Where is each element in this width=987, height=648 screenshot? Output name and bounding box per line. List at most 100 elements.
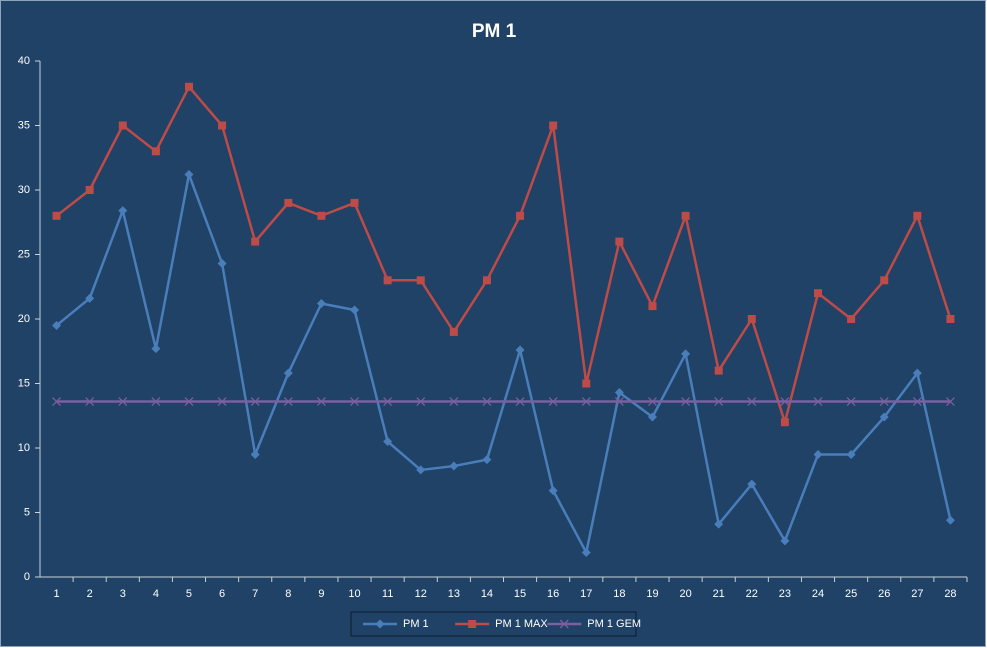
- marker: [350, 305, 360, 315]
- marker: [913, 211, 922, 220]
- chart-title: PM 1: [472, 21, 517, 42]
- x-tick-label: 24: [812, 588, 824, 600]
- marker: [780, 397, 790, 407]
- marker: [251, 237, 260, 246]
- x-tick-label: 7: [252, 588, 258, 600]
- marker: [945, 515, 955, 525]
- marker: [218, 121, 227, 130]
- marker: [581, 397, 591, 407]
- marker: [747, 315, 756, 323]
- marker: [52, 320, 62, 330]
- marker: [449, 461, 459, 471]
- legend-marker: [468, 620, 477, 628]
- marker: [482, 397, 492, 407]
- marker: [946, 315, 955, 323]
- x-tick-label: 13: [448, 588, 460, 600]
- x-tick-label: 3: [120, 588, 126, 600]
- marker: [548, 486, 558, 496]
- marker: [714, 397, 724, 407]
- x-tick-label: 25: [845, 588, 857, 600]
- x-tick-label: 12: [415, 588, 427, 600]
- marker: [250, 397, 260, 407]
- marker: [714, 366, 723, 375]
- marker: [515, 397, 525, 407]
- x-tick-label: 6: [219, 588, 225, 600]
- x-tick-label: 14: [481, 588, 493, 600]
- x-tick-label: 23: [779, 588, 791, 600]
- marker: [482, 276, 491, 285]
- marker: [879, 412, 889, 422]
- y-tick-label: 40: [18, 55, 30, 67]
- marker: [615, 237, 624, 246]
- y-tick-label: 25: [18, 248, 30, 260]
- marker: [85, 293, 95, 303]
- x-tick-label: 17: [580, 588, 592, 600]
- marker: [184, 170, 194, 180]
- marker: [52, 211, 61, 220]
- marker: [85, 397, 95, 407]
- marker: [416, 465, 426, 475]
- marker: [647, 412, 657, 422]
- marker: [350, 198, 359, 207]
- marker: [846, 397, 856, 407]
- x-tick-label: 18: [613, 588, 625, 600]
- x-tick-label: 20: [679, 588, 691, 600]
- marker: [217, 259, 227, 269]
- x-tick-label: 21: [713, 588, 725, 600]
- marker: [581, 547, 591, 557]
- legend-box: [350, 611, 637, 637]
- marker: [118, 206, 128, 216]
- marker: [118, 121, 127, 130]
- marker: [383, 437, 393, 447]
- y-tick-label: 35: [18, 119, 30, 131]
- x-tick-label: 8: [285, 588, 291, 600]
- marker: [516, 211, 525, 220]
- marker: [284, 198, 293, 207]
- marker: [747, 479, 757, 489]
- marker: [813, 449, 823, 459]
- marker: [383, 397, 393, 407]
- marker: [52, 397, 62, 407]
- marker: [250, 449, 260, 459]
- x-tick-label: 15: [514, 588, 526, 600]
- y-tick-label: 30: [18, 184, 30, 196]
- marker: [880, 276, 889, 285]
- y-tick-label: 5: [24, 506, 30, 518]
- marker: [85, 186, 94, 194]
- y-tick-label: 0: [24, 571, 30, 583]
- x-tick-label: 11: [382, 588, 393, 600]
- marker: [614, 397, 624, 407]
- marker: [515, 345, 525, 355]
- marker: [813, 397, 823, 407]
- legend-label: PM 1 GEM: [587, 618, 641, 630]
- marker: [449, 397, 459, 407]
- marker: [912, 368, 922, 378]
- y-tick-label: 15: [18, 377, 30, 389]
- marker: [714, 519, 724, 529]
- marker: [681, 397, 691, 407]
- marker: [151, 397, 161, 407]
- marker: [383, 276, 392, 285]
- marker: [283, 368, 293, 378]
- marker: [416, 397, 426, 407]
- y-tick-label: 10: [18, 442, 30, 454]
- x-tick-label: 5: [186, 588, 192, 600]
- marker: [316, 397, 326, 407]
- x-tick-label: 4: [153, 588, 159, 600]
- marker: [449, 327, 458, 336]
- marker: [283, 397, 293, 407]
- marker: [780, 536, 790, 546]
- marker: [151, 344, 161, 354]
- x-tick-label: 1: [53, 588, 59, 600]
- marker: [780, 418, 789, 427]
- marker: [350, 397, 359, 407]
- marker: [747, 397, 757, 407]
- marker: [879, 397, 889, 407]
- legend-label: PM 1 MAX: [495, 618, 548, 630]
- marker: [482, 455, 492, 465]
- x-tick-label: 28: [944, 588, 956, 600]
- marker: [549, 121, 558, 130]
- legend-marker: [559, 619, 569, 629]
